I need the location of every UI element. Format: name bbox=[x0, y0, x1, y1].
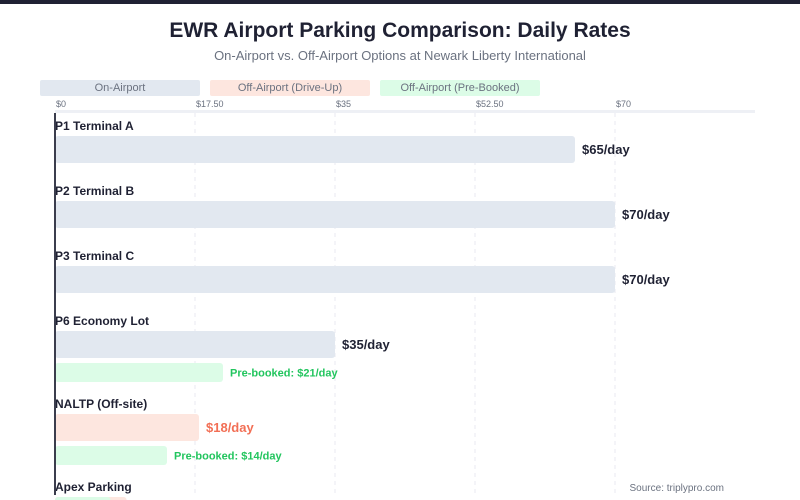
bar bbox=[55, 414, 199, 441]
tick-label: $0 bbox=[56, 99, 66, 109]
data-label: Pre-booked: $21/day bbox=[230, 367, 338, 379]
chart-subtitle: On-Airport vs. Off-Airport Options at Ne… bbox=[214, 48, 586, 63]
category-label: P2 Terminal B bbox=[55, 184, 134, 198]
legend-item: On-Airport bbox=[40, 80, 200, 96]
source-note: Source: triplypro.com bbox=[629, 483, 724, 494]
tick-label: $17.50 bbox=[196, 99, 224, 109]
category-label: P1 Terminal A bbox=[55, 119, 134, 133]
bar bbox=[55, 497, 111, 500]
data-label: $70/day bbox=[622, 272, 670, 287]
data-label: $18/day bbox=[206, 420, 254, 435]
category-label: P6 Economy Lot bbox=[55, 314, 149, 328]
category-label: NALTP (Off-site) bbox=[55, 397, 147, 411]
top-bar bbox=[0, 0, 800, 4]
data-label: $35/day bbox=[342, 337, 390, 352]
tick-label: $52.50 bbox=[476, 99, 504, 109]
legend-item: Off-Airport (Pre-Booked) bbox=[380, 80, 540, 96]
legend-item: Off-Airport (Drive-Up) bbox=[210, 80, 370, 96]
data-label: $65/day bbox=[582, 142, 630, 157]
category-label: Apex Parking bbox=[55, 480, 132, 494]
bar bbox=[55, 266, 615, 293]
chart-title: EWR Airport Parking Comparison: Daily Ra… bbox=[169, 19, 631, 42]
bar bbox=[55, 136, 575, 163]
axis-band bbox=[55, 110, 755, 113]
bar bbox=[55, 446, 167, 465]
tick-label: $35 bbox=[336, 99, 351, 109]
bar bbox=[55, 331, 335, 358]
data-label: Pre-booked: $14/day bbox=[174, 450, 282, 462]
bar bbox=[55, 363, 223, 382]
tick-label: $70 bbox=[616, 99, 631, 109]
category-label: P3 Terminal C bbox=[55, 249, 134, 263]
data-label: $70/day bbox=[622, 207, 670, 222]
bar bbox=[55, 201, 615, 228]
